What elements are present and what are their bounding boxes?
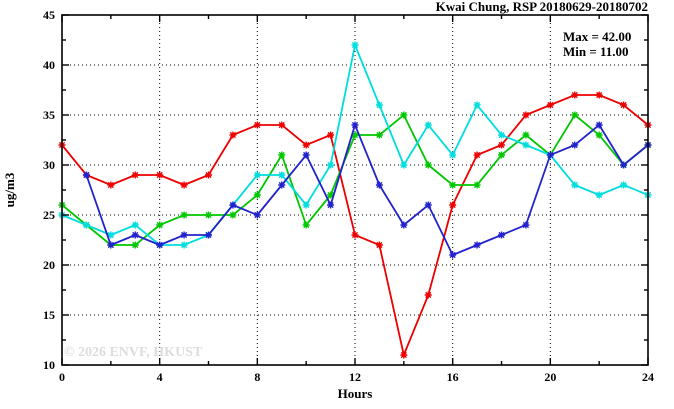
x-tick-label: 20 xyxy=(544,370,556,384)
gridlines xyxy=(62,15,648,365)
series-blue-line xyxy=(85,122,649,257)
series-cyan-markers xyxy=(58,41,652,249)
y-tick-label: 20 xyxy=(43,258,55,272)
series-blue xyxy=(82,121,652,259)
y-tick-label: 30 xyxy=(43,158,55,172)
y-tick-label: 40 xyxy=(43,58,55,72)
watermark: © 2026 ENVF, HKUST xyxy=(64,345,203,360)
series-cyan xyxy=(58,41,652,249)
y-axis-label: ug/m3 xyxy=(2,172,17,207)
x-tick-label: 12 xyxy=(349,370,361,384)
x-tick-label: 0 xyxy=(59,370,65,384)
x-tick-label: 24 xyxy=(642,370,654,384)
y-tick-label: 10 xyxy=(43,358,55,372)
chart-title: Kwai Chung, RSP 20180629-20180702 xyxy=(436,0,648,14)
x-tick-label: 4 xyxy=(157,370,163,384)
series-blue-markers xyxy=(82,121,652,259)
axis-tick-labels: 0 4 8 12 16 20 24 10 15 20 25 30 35 40 45 xyxy=(43,8,654,384)
y-tick-label: 15 xyxy=(43,308,55,322)
max-annotation: Max = 42.00 xyxy=(563,29,631,44)
x-tick-label: 16 xyxy=(447,370,459,384)
min-annotation: Min = 11.00 xyxy=(563,44,629,59)
y-tick-label: 45 xyxy=(43,8,55,22)
x-tick-label: 8 xyxy=(254,370,260,384)
x-axis-label: Hours xyxy=(338,386,373,401)
y-tick-label: 25 xyxy=(43,208,55,222)
axis-ticks xyxy=(61,14,649,366)
y-tick-label: 35 xyxy=(43,108,55,122)
